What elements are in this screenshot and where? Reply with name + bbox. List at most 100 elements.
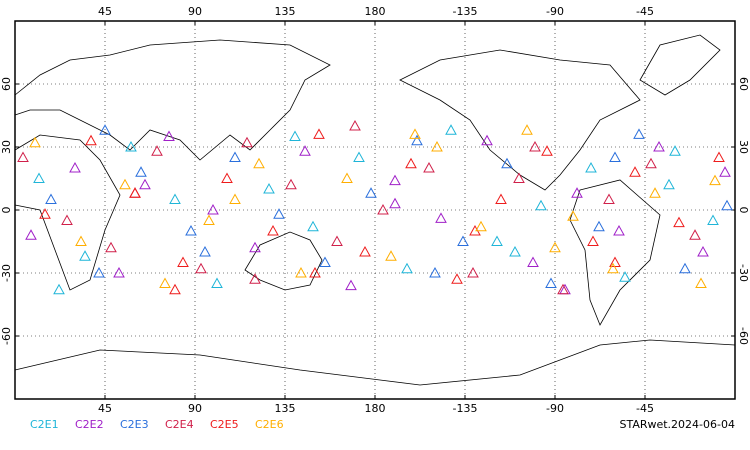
y-tick-label-right: -30 — [737, 264, 750, 282]
point — [119, 178, 131, 190]
legend-entry: C2E4 — [165, 418, 194, 431]
coast-africa — [14, 134, 121, 291]
point — [663, 178, 675, 190]
point — [653, 140, 665, 152]
point — [645, 157, 657, 169]
point — [151, 145, 163, 156]
point — [545, 277, 557, 288]
x-tick-label-top: 180 — [365, 5, 386, 18]
x-tick-label-top: -135 — [453, 5, 478, 18]
point — [125, 140, 137, 152]
point — [501, 157, 513, 169]
point — [39, 208, 51, 219]
legend-entry: C2E5 — [210, 418, 239, 431]
point — [475, 220, 487, 232]
point — [353, 151, 365, 162]
point — [169, 283, 181, 295]
point — [607, 262, 619, 274]
point — [541, 145, 553, 156]
point — [445, 124, 457, 135]
point — [299, 145, 311, 156]
point — [309, 266, 321, 278]
point — [307, 220, 319, 232]
point — [177, 256, 189, 267]
point — [713, 151, 725, 162]
point — [521, 124, 533, 135]
point — [409, 128, 421, 139]
point — [603, 193, 615, 204]
point — [429, 266, 441, 278]
point — [509, 245, 521, 257]
point — [341, 172, 353, 183]
point — [633, 128, 645, 139]
point — [313, 128, 325, 139]
legend-entry: C2E2 — [75, 418, 104, 431]
coast-eurasia — [14, 39, 331, 161]
point — [199, 245, 211, 257]
x-tick-label-bottom: -90 — [546, 402, 564, 415]
point — [253, 157, 265, 169]
x-tick-label-top: -90 — [546, 5, 564, 18]
point — [69, 161, 81, 173]
point — [649, 187, 661, 198]
point — [389, 174, 401, 186]
coastlines — [14, 34, 736, 386]
point — [609, 256, 621, 267]
point — [673, 216, 685, 228]
point — [211, 277, 223, 288]
point — [33, 172, 45, 183]
point — [481, 134, 493, 146]
point — [273, 208, 285, 219]
point — [25, 229, 37, 240]
point — [113, 266, 125, 278]
x-tick-label-bottom: -135 — [453, 402, 478, 415]
point — [345, 279, 357, 291]
point — [709, 174, 721, 186]
point — [585, 161, 597, 173]
point — [411, 134, 423, 146]
point — [557, 283, 569, 295]
point — [431, 140, 443, 152]
point — [349, 119, 361, 131]
point — [105, 241, 117, 253]
point — [491, 235, 503, 246]
point — [135, 166, 147, 177]
point — [587, 235, 599, 246]
point — [93, 266, 105, 278]
point — [401, 262, 413, 274]
x-tick-label-bottom: 180 — [365, 402, 386, 415]
annotation: STARwet.2024-06-04 — [619, 418, 735, 431]
y-tick-label-left: 60 — [0, 77, 13, 91]
point — [385, 250, 397, 261]
point — [85, 134, 97, 146]
point — [571, 187, 583, 198]
legend-entry: C2E1 — [30, 418, 59, 431]
point — [695, 277, 707, 288]
point — [221, 172, 233, 183]
point — [527, 256, 539, 267]
point — [613, 224, 625, 236]
y-tick-label-right: 60 — [737, 77, 750, 91]
point — [719, 166, 731, 177]
y-tick-label-left: 30 — [0, 140, 13, 154]
point — [549, 241, 561, 253]
coast-antarctica — [14, 339, 736, 386]
point — [249, 273, 261, 284]
point — [295, 266, 307, 278]
x-tick-label-top: 90 — [188, 5, 202, 18]
point — [451, 273, 463, 284]
point — [567, 210, 579, 221]
point — [53, 283, 65, 295]
point — [467, 266, 479, 278]
point — [405, 157, 417, 169]
y-tick-label-left: -60 — [0, 327, 13, 345]
point — [263, 182, 275, 194]
point — [513, 172, 525, 183]
y-tick-label-right: 0 — [737, 207, 750, 214]
point — [129, 187, 141, 198]
point — [707, 214, 719, 225]
legend-entry: C2E6 — [255, 418, 284, 431]
y-tick-label-left: 0 — [0, 207, 13, 214]
point — [679, 262, 691, 274]
